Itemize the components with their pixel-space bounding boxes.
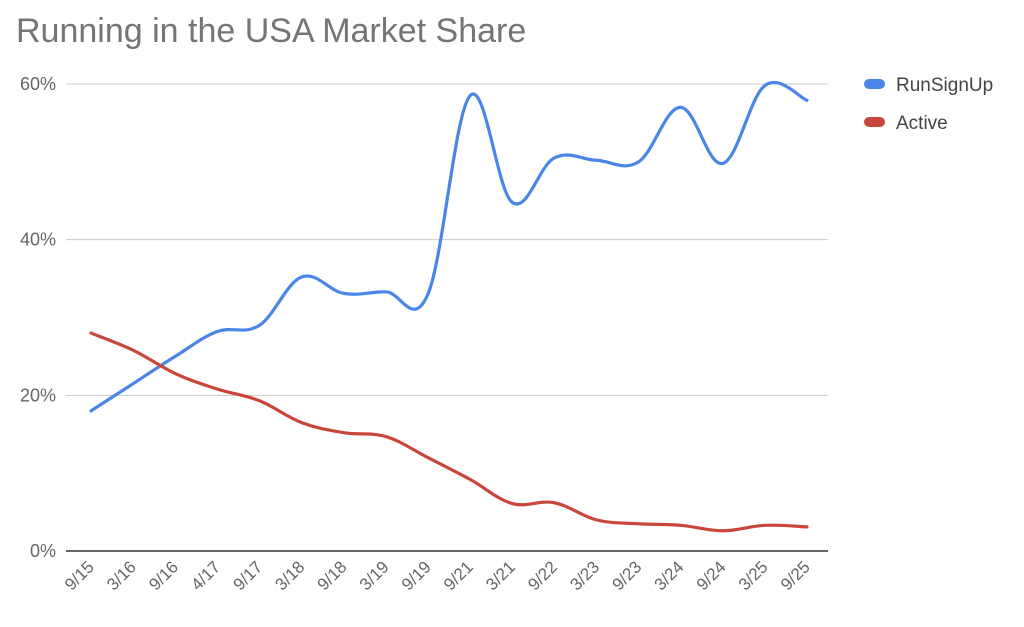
data-point xyxy=(342,431,346,435)
data-point xyxy=(342,291,346,295)
data-point xyxy=(594,518,598,522)
data-point xyxy=(384,290,388,294)
data-point xyxy=(173,372,177,376)
data-point xyxy=(763,523,767,527)
chart-title: Running in the USA Market Share xyxy=(16,12,527,50)
y-tick-label: 40% xyxy=(20,230,56,250)
data-point xyxy=(131,382,135,386)
data-point xyxy=(637,522,641,526)
y-tick-label: 20% xyxy=(20,385,56,405)
x-tick-label: 9/23 xyxy=(609,557,646,594)
x-axis-ticks: 9/15 3/16 9/16 4/17 9/17 3/18 9/18 3/19 9/19 9/21… xyxy=(61,557,814,594)
y-axis-ticks: 0% 20% 40% 60% xyxy=(20,74,56,561)
data-point xyxy=(510,502,514,506)
data-point xyxy=(552,156,556,160)
data-point xyxy=(257,323,261,327)
data-point xyxy=(637,160,641,164)
y-tick-label: 0% xyxy=(30,541,56,561)
y-tick-label: 60% xyxy=(20,74,56,94)
data-point xyxy=(426,292,430,296)
x-tick-label: 9/18 xyxy=(314,557,351,594)
data-point xyxy=(679,523,683,527)
series-line-active xyxy=(89,331,809,533)
data-point xyxy=(468,94,472,98)
data-point xyxy=(300,275,304,279)
data-point xyxy=(805,98,809,102)
data-point xyxy=(89,409,93,413)
x-tick-label: 9/25 xyxy=(777,557,814,594)
x-tick-label: 3/18 xyxy=(272,557,309,594)
legend-swatch xyxy=(864,117,885,127)
x-tick-label: 3/19 xyxy=(356,557,393,594)
legend-label: RunSignUp xyxy=(896,75,993,96)
data-point xyxy=(173,354,177,358)
data-point xyxy=(721,161,725,165)
legend-swatch xyxy=(864,79,885,89)
x-tick-label: 3/24 xyxy=(651,557,688,594)
x-tick-label: 9/19 xyxy=(398,557,435,594)
gridlines xyxy=(66,83,828,552)
data-point xyxy=(426,456,430,460)
series-line-runsignup xyxy=(89,81,809,413)
data-point xyxy=(300,421,304,425)
x-tick-label: 3/25 xyxy=(735,557,772,594)
x-tick-label: 9/17 xyxy=(229,557,266,594)
data-point xyxy=(510,200,514,204)
data-point xyxy=(215,387,219,391)
x-tick-label: 3/16 xyxy=(103,557,140,594)
data-point xyxy=(679,105,683,109)
data-point xyxy=(257,399,261,403)
x-tick-label: 9/21 xyxy=(440,557,477,594)
data-point xyxy=(594,158,598,162)
x-tick-label: 3/21 xyxy=(482,557,519,594)
x-tick-label: 9/16 xyxy=(145,557,182,594)
x-tick-label: 4/17 xyxy=(187,557,224,594)
x-tick-label: 9/22 xyxy=(524,557,561,594)
x-tick-label: 3/23 xyxy=(566,557,603,594)
series-lines xyxy=(89,81,809,533)
data-point xyxy=(552,501,556,505)
data-point xyxy=(89,331,93,335)
legend-label: Active xyxy=(896,113,948,134)
data-point xyxy=(131,348,135,352)
data-point xyxy=(763,84,767,88)
data-point xyxy=(805,525,809,529)
data-point xyxy=(721,529,725,533)
legend: RunSignUp Active xyxy=(864,75,993,134)
data-point xyxy=(384,435,388,439)
x-tick-label: 9/15 xyxy=(61,557,98,594)
x-tick-label: 9/24 xyxy=(693,557,730,594)
data-point xyxy=(468,477,472,481)
data-point xyxy=(215,330,219,334)
